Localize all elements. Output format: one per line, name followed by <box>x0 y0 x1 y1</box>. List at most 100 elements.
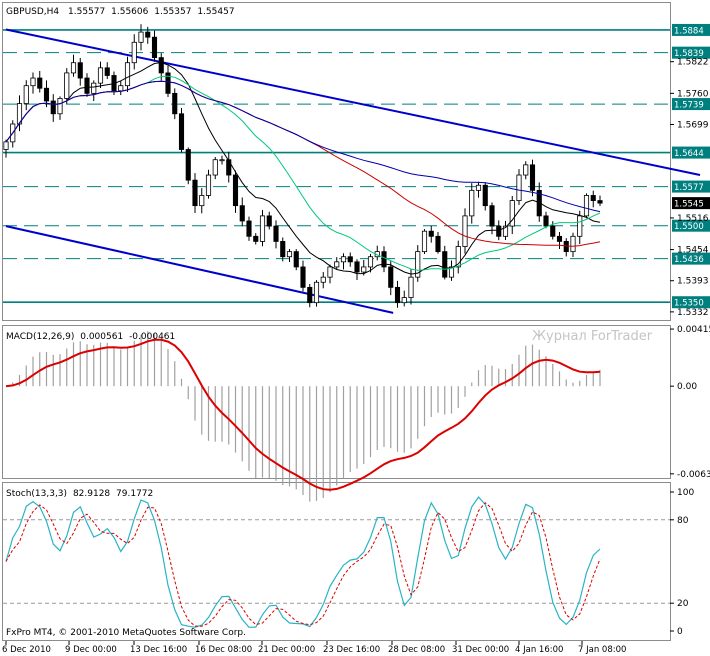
candle-body <box>205 174 212 196</box>
candle-body <box>57 98 63 115</box>
candle-body <box>597 200 603 204</box>
candle-body <box>475 184 482 191</box>
candle-body <box>199 195 205 207</box>
candle-body <box>421 230 428 253</box>
candle-body <box>172 92 178 115</box>
candle-body <box>442 251 448 278</box>
macd-axis: 0.00415 0.00 -0.00637 <box>670 325 710 480</box>
price-axis-label: 1.5760 <box>677 89 709 99</box>
platform-copyright: FxPro MT4, © 2001-2010 MetaQuotes Softwa… <box>6 628 246 638</box>
macd-plot <box>5 331 601 502</box>
stoch-axis-label: 20 <box>677 599 689 609</box>
candle-body <box>570 235 576 253</box>
candle-body <box>151 36 158 59</box>
time-axis-label: 16 Dec 08:00 <box>195 645 252 655</box>
stoch-panel-title: Stoch(13,3,3) 82.9128 79.1772 <box>6 489 153 499</box>
current-price-label: 1.5545 <box>674 200 704 210</box>
candle-body <box>455 246 461 268</box>
level-price-tag <box>672 146 710 159</box>
candle-body <box>84 77 90 94</box>
candle-body <box>178 113 185 150</box>
price-plot <box>3 24 701 314</box>
time-axis-label: 31 Dec 00:00 <box>452 645 509 655</box>
candle-body <box>320 276 326 283</box>
stoch-axis-label: 0 <box>677 627 683 637</box>
level-price-tag <box>672 98 710 111</box>
price-axis-label: 1.5454 <box>677 246 709 256</box>
candle-body <box>219 159 225 162</box>
time-axis-label: 13 Dec 16:00 <box>130 645 187 655</box>
candle-body <box>30 77 36 87</box>
macd-axis-label: -0.00637 <box>677 470 710 480</box>
candle-body <box>300 266 306 288</box>
level-price-label: 1.5436 <box>674 255 704 265</box>
candle-body <box>131 41 137 64</box>
candle-body <box>23 85 29 104</box>
level-price-label: 1.5839 <box>674 49 704 59</box>
candle-body <box>158 57 164 74</box>
stoch-axis-label: 80 <box>677 516 689 526</box>
stoch-signal-line <box>5 502 601 627</box>
candle-body <box>583 195 590 217</box>
stoch-axis: 100 80 20 0 <box>670 488 694 637</box>
candle-body <box>394 286 401 304</box>
candle-body <box>192 179 198 207</box>
candle-body <box>482 184 488 207</box>
candle-body <box>496 225 502 237</box>
candle-body <box>104 67 110 76</box>
candle-body <box>543 215 549 227</box>
price-axis-label: 1.5393 <box>677 277 709 287</box>
candle-body <box>273 225 279 242</box>
candle-body <box>327 266 333 278</box>
candle-body <box>367 256 374 268</box>
stoch-axis-label: 100 <box>677 488 694 498</box>
price-panel-title: GBPUSD,H4 1.55577 1.55606 1.55357 1.5545… <box>6 7 235 17</box>
candle-body <box>232 174 239 207</box>
candle-body <box>259 215 266 242</box>
macd-axis-label: 0.00 <box>677 382 697 392</box>
candle-body <box>226 159 232 176</box>
level-price-tag <box>672 23 710 36</box>
candle-body <box>70 62 77 74</box>
candle-body <box>516 174 522 201</box>
candle-body <box>347 256 353 263</box>
candle-body <box>523 164 529 176</box>
candle-body <box>381 251 387 268</box>
moving-average-line <box>5 61 601 275</box>
candle-body <box>3 141 9 150</box>
candle-body <box>313 281 320 304</box>
level-price-label: 1.5644 <box>674 149 704 159</box>
candle-body <box>354 261 360 273</box>
candle-body <box>293 251 299 268</box>
level-price-label: 1.5500 <box>674 222 704 232</box>
candle-body <box>361 266 367 273</box>
stoch-plot <box>3 496 670 628</box>
macd-axis-label: 0.00415 <box>677 325 710 335</box>
candle-body <box>91 82 97 94</box>
level-price-tag <box>672 252 710 265</box>
price-axis-label: 1.5516 <box>677 214 709 224</box>
level-price-tag <box>672 219 710 232</box>
candle-body <box>77 62 83 79</box>
candle-body <box>489 205 495 227</box>
candle-body <box>428 230 434 237</box>
candle-body <box>185 149 191 181</box>
candle-body <box>165 72 171 94</box>
candle-body <box>307 286 313 304</box>
candle-body <box>408 276 414 298</box>
time-axis-label: 28 Dec 08:00 <box>388 645 445 655</box>
candle-body <box>340 256 347 263</box>
candle-body <box>577 215 583 237</box>
candle-body <box>97 67 104 84</box>
price-axis-label: 1.5822 <box>677 58 709 68</box>
candle-body <box>388 266 394 288</box>
level-price-label: 1.5350 <box>674 299 704 309</box>
price-axis-label: 1.5332 <box>677 308 709 318</box>
candle-body <box>462 215 468 247</box>
candle-body <box>124 62 131 87</box>
level-price-label: 1.5884 <box>674 26 704 36</box>
candle-body <box>550 225 556 237</box>
candle-body <box>334 261 340 268</box>
